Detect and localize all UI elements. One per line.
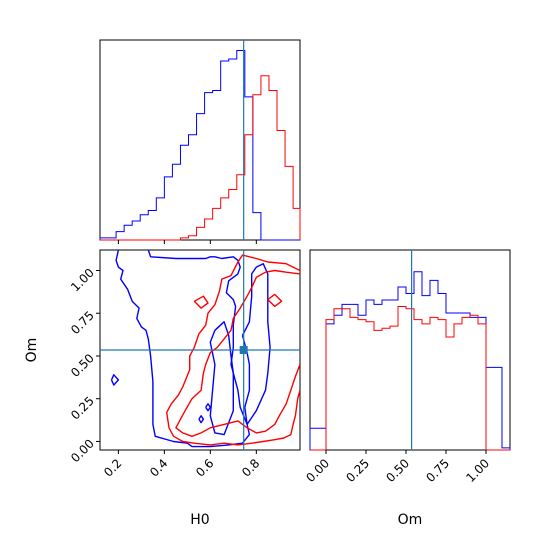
joint-x-axis-label: H0 [190,512,209,528]
joint-panel: 0.2 0.4 0.6 0.8 0.00 0.25 0.50 0.75 1.00 [68,249,301,480]
hist-h0-frame [99,39,301,241]
hist-om-x-axis-label: Om [398,512,423,528]
contour-red [175,269,300,437]
hist-om-x-tick-label: 1.00 [463,456,492,485]
contour-blue [115,250,251,448]
joint-y-tick-label: 1.00 [68,266,97,295]
hist-om-panel: 0.00 0.25 0.50 0.75 1.00 [303,249,511,485]
truth-marker [239,346,248,354]
joint-plot-area [100,250,300,450]
hist-om-frame [309,249,511,451]
hist-h0-series-blue [99,50,300,241]
joint-y-tick-label: 0.00 [68,437,97,466]
joint-y-tick-label: 0.25 [68,394,97,423]
joint-x-tick-label: 0.6 [193,456,216,479]
hist-om-x-tick-label: 0.50 [383,456,412,485]
contour-blue [241,263,271,426]
hist-om-series-red [310,306,510,451]
contour-red [267,293,283,308]
hist-om-x-tick-label: 0.00 [303,456,332,485]
joint-y-axis-label: Om [24,338,40,363]
joint-x-tick-label: 0.2 [101,456,124,479]
joint-x-tick-label: 0.4 [147,456,170,479]
contour-blue [205,403,211,412]
hist-h0-panel [99,39,301,244]
joint-x-tick-label: 0.8 [239,456,262,479]
contour-blue [198,415,205,424]
joint-y-tick-label: 0.75 [68,308,97,337]
hist-om-x-tick-label: 0.75 [423,456,452,485]
contour-blue [110,374,120,386]
contour-red [166,254,300,446]
hist-om-x-tick-label: 0.25 [343,456,372,485]
hist-om-series-blue [309,271,511,450]
joint-y-tick-label: 0.50 [68,351,97,380]
contour-red [193,295,209,309]
hist-h0-series-red [100,75,301,241]
